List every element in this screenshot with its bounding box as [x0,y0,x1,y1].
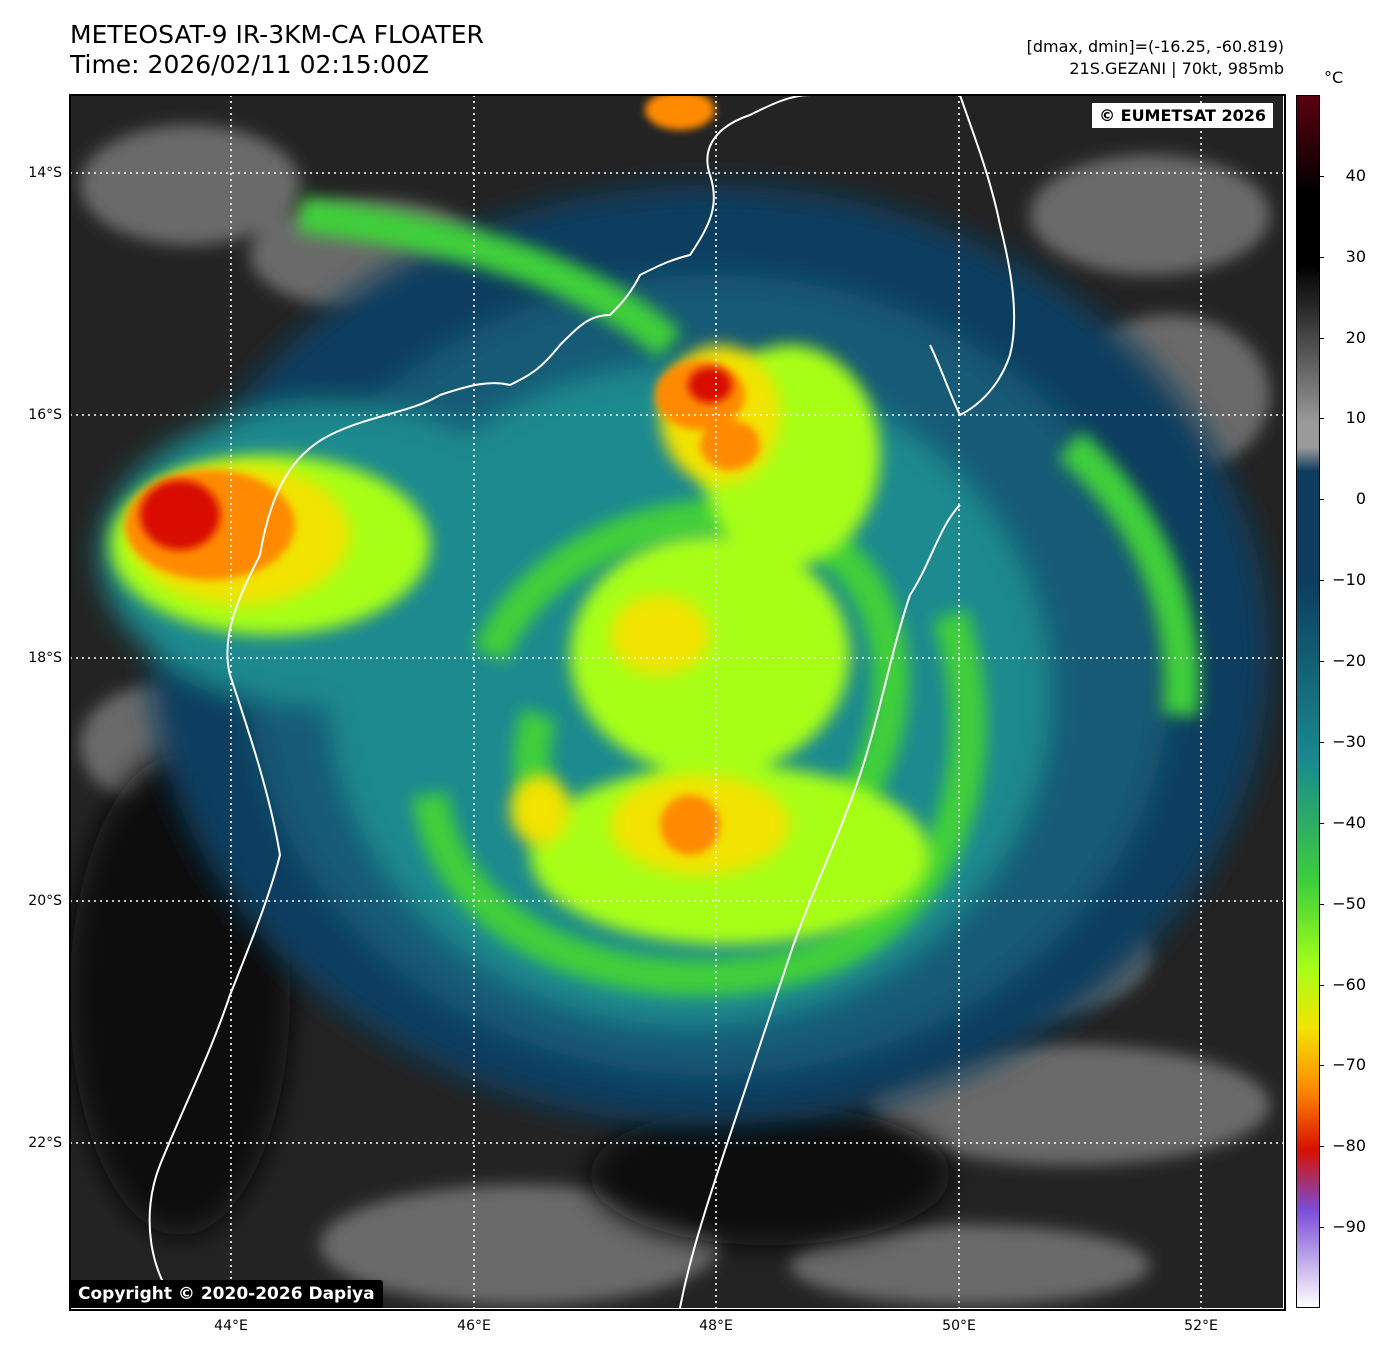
lon-label: 50°E [942,1318,976,1334]
storm-summary: 21S.GEZANI | 70kt, 985mb [1069,59,1284,78]
colorbar-tick-label: 40 [1345,165,1366,185]
colorbar-tick-mark [1320,175,1324,177]
coldest-tops [140,367,732,550]
lon-label: 44°E [214,1318,248,1334]
colorbar-tick-mark [1320,741,1324,743]
coastline [148,95,1016,1308]
lat-label: 14°S [28,165,62,181]
colorbar-tick-mark [1320,1227,1324,1229]
colorbar-tick-label: −20 [1332,651,1366,671]
colorbar-tick-label: −60 [1332,974,1366,994]
title-product: METEOSAT-9 IR-3KM-CA FLOATER [70,20,484,49]
colorbar-tick-mark [1320,1065,1324,1067]
title-time: Time: 2026/02/11 02:15:00Z [70,50,429,79]
colorbar-tick-label: −30 [1332,731,1366,751]
colorbar-unit: °C [1324,68,1344,87]
graticule [70,95,1283,1308]
colorbar-tick-label: 20 [1345,327,1366,347]
chart-title: METEOSAT-9 IR-3KM-CA FLOATER Time: 2026/… [70,20,484,80]
colorbar-tick-label: −50 [1332,893,1366,913]
satellite-imagery [70,95,1283,1308]
colorbar-tick-mark [1320,418,1324,420]
colorbar-tick-mark [1320,256,1324,258]
colorbar-tick-mark [1320,580,1324,582]
dapiya-copyright: Copyright © 2020-2026 Dapiya [70,1280,383,1308]
lon-label: 48°E [699,1318,733,1334]
colorbar-tick-label: 10 [1345,408,1366,428]
lon-label: 52°E [1184,1318,1218,1334]
colorbar-tick-label: 0 [1355,489,1366,509]
lat-label: 22°S [28,1135,62,1151]
colorbar-tick-label: 30 [1345,246,1366,266]
colorbar [1296,95,1320,1308]
lat-label: 18°S [28,650,62,666]
dmax-dmin-readout: [dmax, dmin]=(-16.25, -60.819) [1026,37,1284,56]
colorbar-tick-label: −10 [1332,570,1366,590]
eumetsat-credit: © EUMETSAT 2026 [1092,103,1273,128]
colorbar-tick-mark [1320,1146,1324,1148]
storm-info: [dmax, dmin]=(-16.25, -60.819) 21S.GEZAN… [1027,36,1284,80]
lat-label: 16°S [28,407,62,423]
colorbar-tick-label: −40 [1332,812,1366,832]
colorbar-tick-mark [1320,661,1324,663]
colorbar-tick-label: −90 [1332,1217,1366,1237]
colorbar-tick-mark [1320,903,1324,905]
colorbar-tick-label: −70 [1332,1055,1366,1075]
colorbar-tick-mark [1320,822,1324,824]
lat-label: 20°S [28,893,62,909]
colorbar-tick-mark [1320,984,1324,986]
colorbar-tick-label: −80 [1332,1136,1366,1156]
lon-label: 46°E [457,1318,491,1334]
colorbar-tick-mark [1320,337,1324,339]
colorbar-tick-mark [1320,499,1324,501]
satellite-map[interactable]: © EUMETSAT 2026 Copyright © 2020-2026 Da… [70,95,1283,1308]
